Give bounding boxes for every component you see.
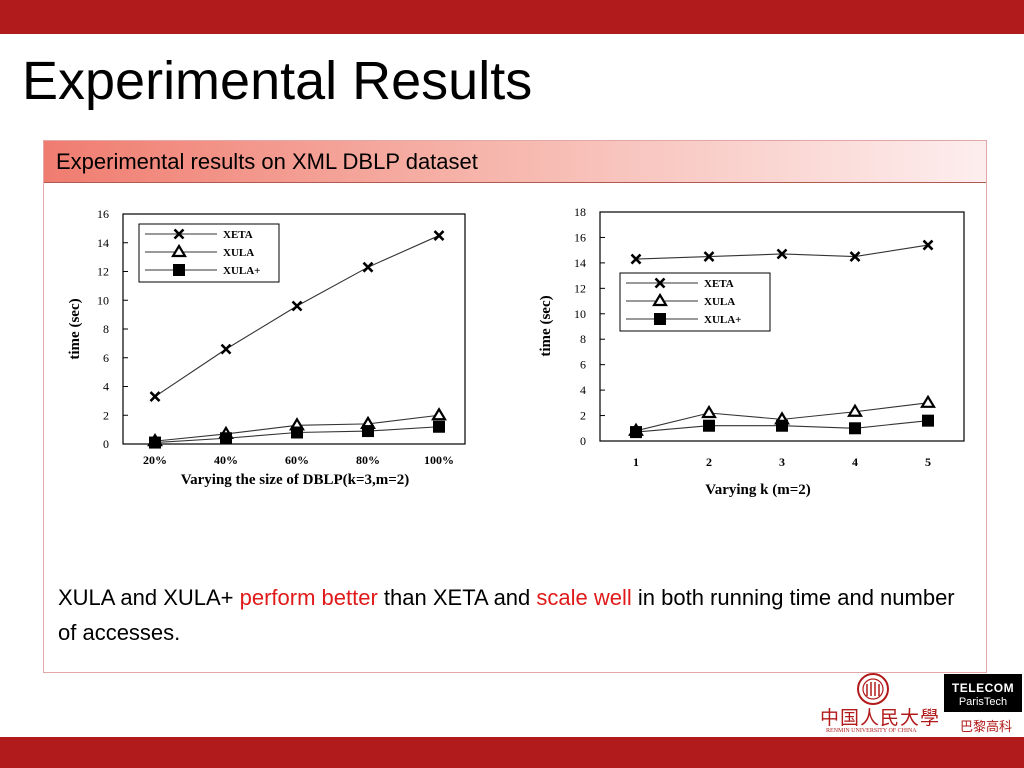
- data-point: [220, 432, 232, 445]
- data-point: [630, 253, 642, 265]
- data-point: [220, 343, 232, 355]
- legend-label: XETA: [223, 229, 253, 241]
- telecom-logo-line1: TELECOM: [951, 681, 1015, 695]
- data-point: [362, 261, 374, 273]
- y-tick-label: 2: [103, 408, 109, 422]
- y-tick-label: 10: [574, 307, 586, 321]
- x-tick-label: 1: [633, 455, 639, 469]
- y-tick-label: 10: [97, 293, 109, 307]
- series-line: [635, 244, 929, 260]
- renmin-university-english-name: RENMIN UNIVERSITY OF CHINA: [826, 728, 917, 734]
- y-axis-title: time (sec): [67, 298, 83, 359]
- chart-dblp-size: 0 2 4 6 8 10 12 14 16 20% 40% 60% 80% 100% Varying the…: [67, 207, 466, 488]
- bottom-accent-bar: [0, 737, 1024, 768]
- y-tick-label: 6: [103, 351, 109, 365]
- y-tick-label: 8: [103, 322, 109, 336]
- data-point: [149, 391, 161, 402]
- series-xeta: [149, 230, 445, 402]
- legend-box: [619, 272, 771, 332]
- x-tick-label: 80%: [356, 453, 380, 467]
- legend: XETA XULA XULA+: [138, 223, 280, 283]
- y-tick-label: 0: [580, 434, 586, 448]
- series-xula-plus: [630, 414, 934, 439]
- data-point: [431, 407, 447, 421]
- data-point: [433, 230, 445, 241]
- data-point: [149, 436, 161, 449]
- telecom-paristech-logo: TELECOM ParisTech: [944, 674, 1022, 712]
- x-tick-label: 3: [779, 455, 785, 469]
- legend-label: XULA+: [223, 265, 260, 277]
- data-point: [847, 403, 863, 417]
- x-tick-label: 20%: [143, 453, 167, 467]
- y-tick-label: 16: [574, 230, 586, 244]
- y-tick-label: 2: [580, 409, 586, 423]
- y-tick-label: 14: [574, 256, 586, 270]
- telecom-logo-line2: ParisTech: [958, 696, 1008, 708]
- caption-text-1: XULA and XULA+: [58, 585, 240, 610]
- data-point: [701, 404, 717, 419]
- data-point: [849, 422, 861, 435]
- data-point: [703, 419, 715, 432]
- x-tick-label: 40%: [214, 453, 238, 467]
- y-axis-title: time (sec): [538, 295, 554, 356]
- section-header: Experimental results on XML DBLP dataset: [44, 141, 986, 183]
- caption-text-2: than XETA and: [377, 585, 537, 610]
- caption-emphasis-perform-better: perform better: [239, 585, 378, 610]
- legend-marker: [652, 292, 668, 307]
- data-point: [920, 394, 936, 408]
- plot-frame: [599, 211, 965, 442]
- renmin-university-chinese-name: 中国人民大學: [820, 707, 941, 729]
- data-point: [922, 239, 934, 251]
- x-tick-label: 4: [852, 455, 858, 469]
- y-tick-label: 4: [103, 380, 109, 394]
- caption: XULA and XULA+ perform better than XETA …: [58, 580, 958, 650]
- data-point: [776, 248, 788, 260]
- legend-marker: [173, 228, 185, 240]
- data-point: [291, 300, 303, 312]
- telecom-paristech-chinese-name: 巴黎高科: [960, 720, 1013, 735]
- y-tick-label: 16: [97, 207, 109, 221]
- x-tick-label: 60%: [285, 453, 309, 467]
- data-point: [362, 425, 374, 438]
- data-point: [922, 414, 934, 427]
- top-accent-bar: [0, 0, 1024, 34]
- legend-marker: [654, 313, 666, 325]
- legend-marker: [654, 277, 666, 289]
- data-point: [433, 420, 445, 433]
- legend: XETA XULA XULA+: [619, 272, 771, 332]
- data-point: [849, 251, 861, 262]
- x-tick-label: 100%: [424, 453, 454, 467]
- caption-text-3: in both running time and number of acces…: [58, 585, 955, 645]
- y-tick-label: 12: [574, 281, 586, 295]
- series-xula-plus: [149, 420, 445, 449]
- x-tick-label: 2: [706, 455, 712, 469]
- data-point: [776, 419, 788, 432]
- y-tick-label: 8: [580, 332, 586, 346]
- caption-emphasis-scale-well: scale well: [536, 585, 632, 610]
- legend-label: XULA+: [704, 314, 741, 326]
- x-tick-label: 5: [925, 455, 931, 469]
- y-tick-label: 18: [574, 205, 586, 219]
- y-tick-label: 4: [580, 383, 586, 397]
- slide-title: Experimental Results: [22, 51, 533, 111]
- series-xeta: [630, 239, 934, 265]
- x-axis-title: Varying k (m=2): [705, 482, 811, 498]
- y-tick-label: 0: [103, 437, 109, 451]
- legend-marker: [171, 243, 187, 258]
- y-tick-label: 14: [97, 236, 109, 250]
- y-tick-label: 12: [97, 265, 109, 279]
- x-axis-title: Varying the size of DBLP(k=3,m=2): [181, 472, 410, 488]
- data-point: [703, 251, 715, 262]
- logos: 中国人民大學 RENMIN UNIVERSITY OF CHINA TELECO…: [810, 670, 1024, 737]
- data-point: [291, 426, 303, 439]
- legend-label: XETA: [704, 278, 734, 290]
- renmin-university-seal-logo: [857, 673, 889, 705]
- legend-marker: [173, 264, 185, 276]
- legend-label: XULA: [223, 247, 254, 259]
- data-point: [630, 426, 642, 439]
- y-tick-label: 6: [580, 358, 586, 372]
- legend-label: XULA: [704, 296, 735, 308]
